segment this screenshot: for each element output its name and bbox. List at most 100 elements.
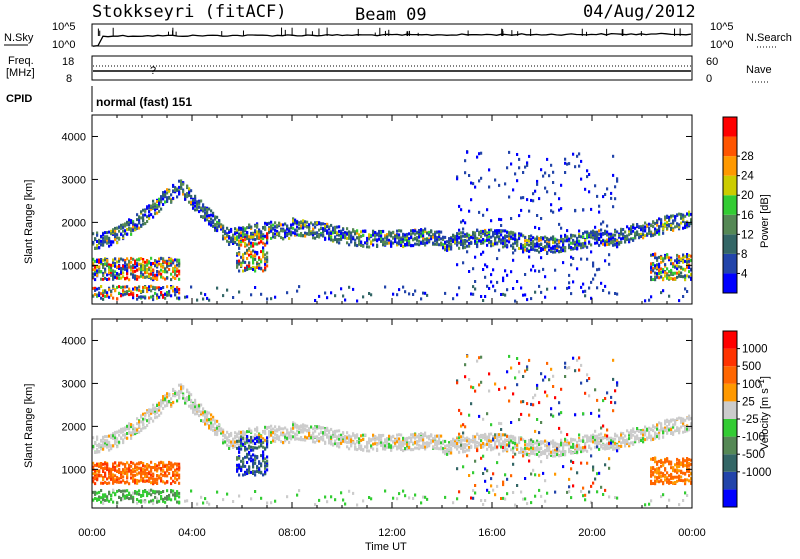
heatmap-cell bbox=[114, 469, 116, 472]
heatmap-cell bbox=[570, 263, 572, 266]
heatmap-cell bbox=[384, 286, 386, 289]
heatmap-cell bbox=[148, 275, 150, 278]
heatmap-cell bbox=[154, 212, 156, 215]
heatmap-cell bbox=[436, 440, 438, 443]
heatmap-cell bbox=[638, 236, 640, 239]
heatmap-cell bbox=[274, 429, 276, 432]
heatmap-cell bbox=[308, 434, 310, 437]
heatmap-cell bbox=[100, 482, 102, 485]
heatmap-cell bbox=[162, 490, 164, 493]
heatmap-cell bbox=[244, 442, 246, 445]
heatmap-cell bbox=[190, 189, 192, 192]
heatmap-cell bbox=[522, 250, 524, 253]
heatmap-cell bbox=[598, 237, 600, 240]
heatmap-cell bbox=[472, 236, 474, 239]
heatmap-cell bbox=[102, 278, 104, 281]
heatmap-cell bbox=[144, 465, 146, 468]
heatmap-cell bbox=[498, 240, 500, 243]
heatmap-cell bbox=[300, 220, 302, 223]
heatmap-cell bbox=[450, 452, 452, 455]
heatmap-cell bbox=[150, 493, 152, 496]
heatmap-cell bbox=[408, 441, 410, 444]
heatmap-cell bbox=[448, 248, 450, 251]
heatmap-cell bbox=[130, 473, 132, 476]
heatmap-cell bbox=[178, 466, 180, 469]
heatmap-cell bbox=[464, 363, 466, 366]
heatmap-cell bbox=[136, 422, 138, 425]
heatmap-cell bbox=[662, 223, 664, 226]
heatmap-cell bbox=[304, 436, 306, 439]
heatmap-cell bbox=[138, 263, 140, 266]
heatmap-cell bbox=[244, 465, 246, 468]
heatmap-cell bbox=[540, 291, 542, 294]
heatmap-cell bbox=[658, 276, 660, 279]
heatmap-cell bbox=[250, 245, 252, 248]
heatmap-cell bbox=[470, 293, 472, 296]
heatmap-cell bbox=[178, 390, 180, 393]
heatmap-cell bbox=[104, 499, 106, 502]
heatmap-cell bbox=[656, 276, 658, 279]
heatmap-cell bbox=[608, 238, 610, 241]
heatmap-cell bbox=[96, 234, 98, 237]
heatmap-cell bbox=[652, 269, 654, 272]
heatmap-cell bbox=[424, 446, 426, 449]
heatmap-cell bbox=[546, 245, 548, 248]
heatmap-cell bbox=[116, 227, 118, 230]
heatmap-cell bbox=[118, 469, 120, 472]
heatmap-cell bbox=[586, 246, 588, 249]
heatmap-cell bbox=[178, 501, 180, 504]
heatmap-cell bbox=[318, 233, 320, 236]
heatmap-cell bbox=[214, 229, 216, 232]
heatmap-cell bbox=[348, 233, 350, 236]
heatmap-cell bbox=[136, 468, 138, 471]
heatmap-cell bbox=[664, 216, 666, 219]
heatmap-cell bbox=[178, 272, 180, 275]
heatmap-cell bbox=[418, 433, 420, 436]
heatmap-cell bbox=[242, 437, 244, 440]
heatmap-cell bbox=[314, 436, 316, 439]
heatmap-cell bbox=[216, 430, 218, 433]
heatmap-cell bbox=[372, 434, 374, 437]
heatmap-cell bbox=[268, 228, 270, 231]
heatmap-cell bbox=[188, 191, 190, 194]
heatmap-cell bbox=[380, 438, 382, 441]
heatmap-cell bbox=[162, 398, 164, 401]
heatmap-cell bbox=[98, 474, 100, 477]
heatmap-cell bbox=[456, 238, 458, 241]
heatmap-cell bbox=[430, 434, 432, 437]
heatmap-cell bbox=[470, 198, 472, 201]
heatmap-cell bbox=[248, 451, 250, 454]
heatmap-cell bbox=[392, 446, 394, 449]
heatmap-cell bbox=[628, 238, 630, 241]
heatmap-cell bbox=[632, 223, 634, 226]
heatmap-cell bbox=[590, 250, 592, 253]
heatmap-cell bbox=[246, 456, 248, 459]
heatmap-cell bbox=[112, 468, 114, 471]
heatmap-cell bbox=[178, 384, 180, 387]
heatmap-cell bbox=[160, 399, 162, 402]
heatmap-cell bbox=[174, 273, 176, 276]
heatmap-cell bbox=[412, 433, 414, 436]
heatmap-cell bbox=[94, 289, 96, 292]
heatmap-cell bbox=[478, 239, 480, 242]
heatmap-cell bbox=[570, 256, 572, 259]
heatmap-cell bbox=[122, 234, 124, 237]
heatmap-cell bbox=[212, 429, 214, 432]
heatmap-cell bbox=[608, 233, 610, 236]
heatmap-cell bbox=[106, 495, 108, 498]
heatmap-cell bbox=[246, 439, 248, 442]
heatmap-cell bbox=[452, 234, 454, 237]
heatmap-cell bbox=[178, 186, 180, 189]
heatmap-cell bbox=[178, 492, 180, 495]
heatmap-cell bbox=[168, 498, 170, 501]
heatmap-cell bbox=[150, 296, 152, 299]
heatmap-cell bbox=[688, 223, 690, 226]
heatmap-cell bbox=[612, 241, 614, 244]
heatmap-cell bbox=[530, 199, 532, 202]
heatmap-cell bbox=[442, 440, 444, 443]
heatmap-cell bbox=[598, 233, 600, 236]
heatmap-cell bbox=[424, 292, 426, 295]
heatmap-cell bbox=[270, 237, 272, 240]
heatmap-cell bbox=[280, 223, 282, 226]
heatmap-cell bbox=[462, 443, 464, 446]
